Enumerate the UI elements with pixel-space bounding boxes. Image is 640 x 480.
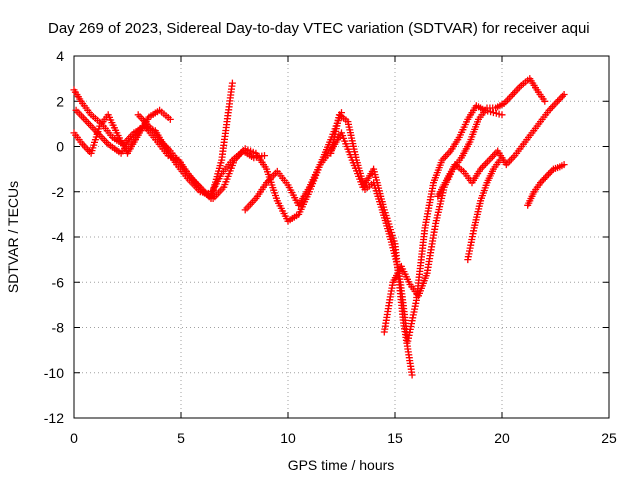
plus-markers — [464, 156, 504, 264]
series-sat-track-7 — [380, 75, 549, 336]
y-axis-label: SDTVAR / TECUs — [5, 181, 21, 293]
chart-title: Day 269 of 2023, Sidereal Day-to-day VTE… — [48, 20, 590, 37]
series-sat-track-9 — [464, 156, 504, 264]
x-tick-label: 25 — [601, 430, 617, 446]
y-tick-label: -2 — [52, 184, 65, 200]
y-tick-label: -6 — [52, 274, 65, 290]
plus-markers — [70, 106, 174, 157]
y-tick-label: -8 — [52, 320, 65, 336]
y-tick-label: -10 — [44, 365, 64, 381]
data-series — [70, 75, 568, 379]
plus-markers — [434, 91, 568, 200]
plus-markers — [524, 161, 568, 209]
plus-markers — [327, 102, 506, 345]
x-tick-label: 20 — [494, 430, 510, 446]
y-axis-ticks: -12 -10 -8 -6 -4 -2 0 2 4 — [44, 48, 609, 426]
plus-markers — [380, 75, 549, 336]
y-tick-label: 0 — [56, 139, 64, 155]
y-tick-label: 2 — [56, 93, 64, 109]
y-tick-label: 4 — [56, 48, 64, 64]
x-axis-ticks: 0 5 10 15 20 25 — [70, 56, 617, 446]
series-sat-track-10 — [524, 161, 568, 209]
series-sat-track-8 — [434, 91, 568, 200]
series-sat-track-3 — [70, 106, 174, 157]
x-tick-label: 15 — [387, 430, 403, 446]
x-tick-label: 10 — [280, 430, 296, 446]
series-sat-track-6 — [327, 102, 506, 345]
x-tick-label: 0 — [70, 430, 78, 446]
y-tick-label: -4 — [52, 229, 65, 245]
y-tick-label: -12 — [44, 410, 64, 426]
x-axis-label: GPS time / hours — [288, 457, 395, 473]
series-sat-track-4 — [134, 109, 345, 225]
x-tick-label: 5 — [177, 430, 185, 446]
plus-markers — [134, 109, 345, 225]
